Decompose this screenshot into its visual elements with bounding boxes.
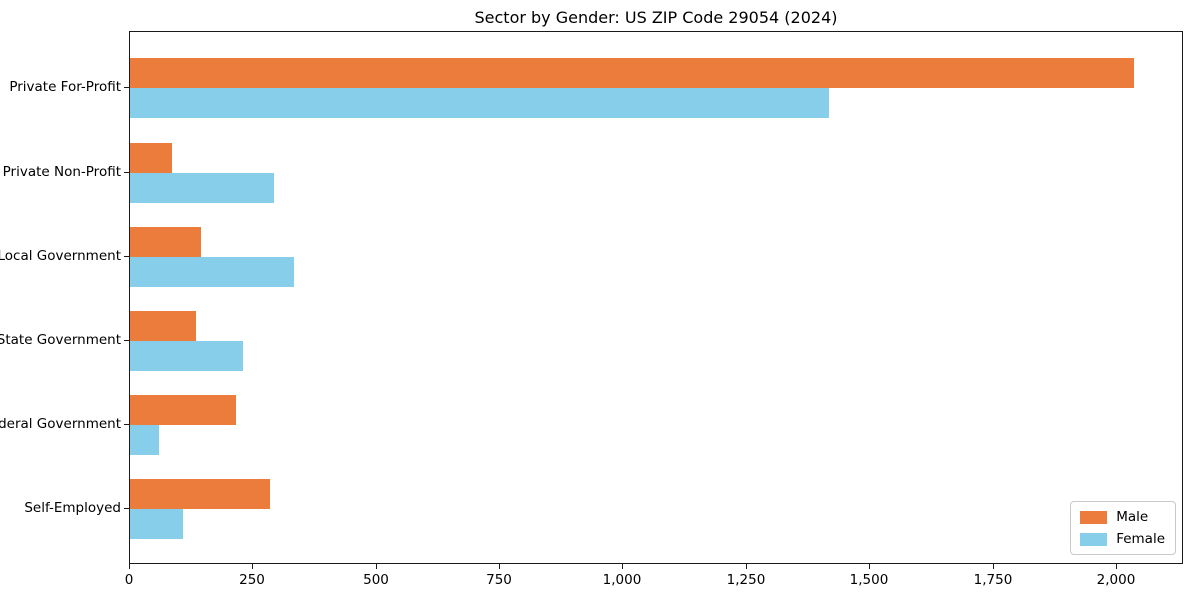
bar-state-government-female	[130, 341, 243, 371]
y-tick-label-local-government: Local Government	[0, 248, 121, 264]
y-tick-mark	[124, 424, 129, 425]
x-tick-mark	[252, 564, 253, 569]
x-tick-mark	[499, 564, 500, 569]
y-tick-mark	[124, 256, 129, 257]
x-tick-mark	[1116, 564, 1117, 569]
y-tick-mark	[124, 340, 129, 341]
y-tick-label-state-government: State Government	[0, 332, 121, 348]
bar-federal-government-female	[130, 425, 159, 455]
legend-swatch-male	[1080, 510, 1108, 524]
y-tick-mark	[124, 172, 129, 173]
x-tick-mark	[993, 564, 994, 569]
x-tick-label-1-500: 1,500	[849, 572, 889, 588]
x-tick-mark	[869, 564, 870, 569]
bar-private-non-profit-female	[130, 173, 274, 203]
y-tick-label-private-for-profit: Private For-Profit	[9, 79, 121, 95]
bar-federal-government-male	[130, 395, 236, 425]
y-tick-label-self-employed: Self-Employed	[24, 500, 121, 516]
bar-self-employed-female	[130, 509, 183, 539]
x-tick-mark	[622, 564, 623, 569]
legend-item-female: Female	[1080, 531, 1165, 547]
y-tick-label-private-non-profit: Private Non-Profit	[2, 164, 121, 180]
y-tick-label-federal-government: Federal Government	[0, 416, 121, 432]
x-tick-mark	[129, 564, 130, 569]
y-tick-mark	[124, 87, 129, 88]
bar-state-government-male	[130, 311, 196, 341]
bar-private-for-profit-male	[130, 58, 1134, 88]
bar-private-for-profit-female	[130, 88, 829, 118]
legend-item-male: Male	[1080, 509, 1165, 525]
bar-local-government-male	[130, 227, 201, 257]
x-tick-mark	[746, 564, 747, 569]
legend-label-male: Male	[1116, 509, 1149, 525]
bar-local-government-female	[130, 257, 294, 287]
x-tick-label-1-750: 1,750	[973, 572, 1013, 588]
chart-title: Sector by Gender: US ZIP Code 29054 (202…	[474, 8, 838, 27]
legend-label-female: Female	[1116, 531, 1165, 547]
bar-private-non-profit-male	[130, 143, 172, 173]
bar-self-employed-male	[130, 479, 270, 509]
x-tick-label-1-250: 1,250	[726, 572, 766, 588]
x-tick-label-2-000: 2,000	[1096, 572, 1136, 588]
legend: Male Female	[1070, 501, 1176, 555]
y-tick-mark	[124, 508, 129, 509]
x-tick-mark	[376, 564, 377, 569]
x-tick-label-0: 0	[124, 572, 134, 588]
plot-area: Male Female	[129, 31, 1183, 564]
x-tick-label-750: 750	[486, 572, 512, 588]
legend-swatch-female	[1080, 532, 1108, 546]
x-tick-label-250: 250	[239, 572, 265, 588]
x-tick-label-500: 500	[363, 572, 389, 588]
x-tick-label-1-000: 1,000	[602, 572, 642, 588]
